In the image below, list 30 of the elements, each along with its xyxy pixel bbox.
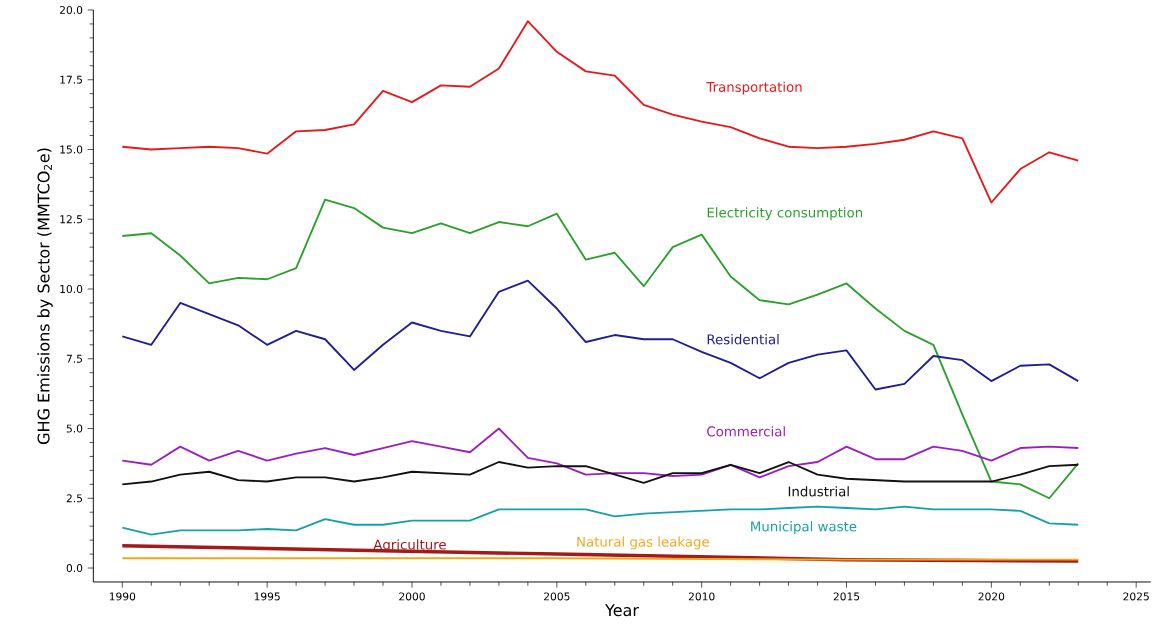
line-series: [121, 198, 1080, 500]
text: Commercial: [707, 426, 785, 437]
y-tick-label: 15.0: [60, 145, 83, 154]
series-label: Agriculture: [373, 539, 446, 553]
line-series: [121, 427, 1080, 479]
x-axis-title: Year: [605, 604, 639, 617]
x-tick-label: 2000: [399, 592, 425, 601]
y-tick-label: 12.5: [60, 215, 83, 224]
x-tick-label: 1995: [254, 592, 280, 601]
x-tick-label: 2015: [833, 592, 860, 601]
x-tick-label: 2025: [1123, 592, 1149, 601]
series-label: Natural gas leakage: [577, 536, 709, 550]
x-tick-label: 2010: [688, 592, 715, 601]
x-tick-label: 1990: [109, 592, 136, 601]
y-axis-title: GHG Emissions by Sector (MMTCO$_{2}$e): [37, 148, 53, 444]
y-tick-label: 7.5: [66, 354, 83, 363]
series-label: Electricity consumption: [707, 207, 863, 221]
x-tick-label: 2005: [544, 592, 570, 601]
line-series: [121, 20, 1080, 204]
y-tick-label: 10.0: [60, 284, 83, 294]
series-label: Residential: [707, 334, 779, 345]
x-tick-label: 2020: [978, 592, 1005, 601]
y-tick-label: 17.5: [60, 75, 83, 84]
y-tick-label: 2.5: [66, 494, 83, 503]
text: Transportation: [706, 81, 802, 95]
series-label: Municipal waste: [751, 521, 857, 535]
series-label: Industrial: [788, 486, 849, 497]
y-tick-label: 0.0: [66, 563, 83, 573]
y-tick-label: 20.0: [59, 5, 83, 15]
y-tick-label: 5.0: [66, 424, 83, 433]
